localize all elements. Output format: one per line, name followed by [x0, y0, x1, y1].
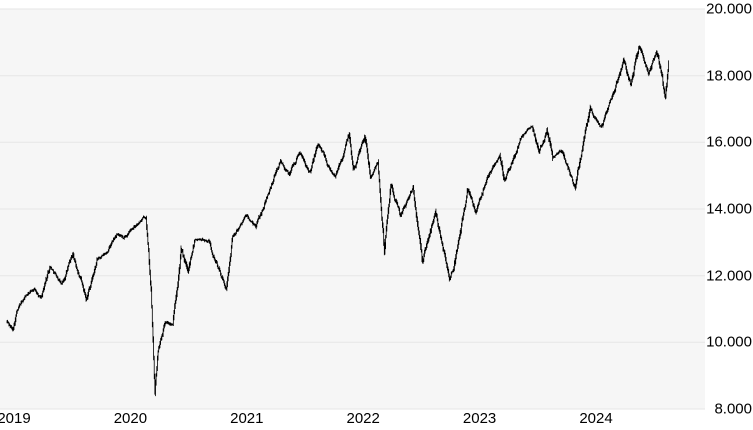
x-axis-label: 2022: [346, 410, 380, 427]
gridlines: [0, 8, 705, 410]
x-axis-label: 2021: [230, 410, 264, 427]
price-series[interactable]: [6, 45, 669, 397]
x-axis-label: 2023: [462, 410, 497, 427]
y-axis-label: 12.000: [706, 267, 752, 285]
y-axis-label: 8.000: [714, 400, 752, 418]
x-axis-label: 2019: [0, 410, 31, 427]
price-bars-path: [6, 45, 669, 397]
y-axis-label: 20.000: [706, 0, 752, 18]
y-axis-label: 16.000: [706, 133, 752, 151]
y-axis-label: 18.000: [706, 67, 752, 85]
x-axis-label: 2020: [113, 410, 148, 427]
y-axis-label: 10.000: [706, 333, 752, 351]
x-axis-label: 2024: [579, 410, 613, 427]
y-axis-label: 14.000: [706, 200, 752, 218]
